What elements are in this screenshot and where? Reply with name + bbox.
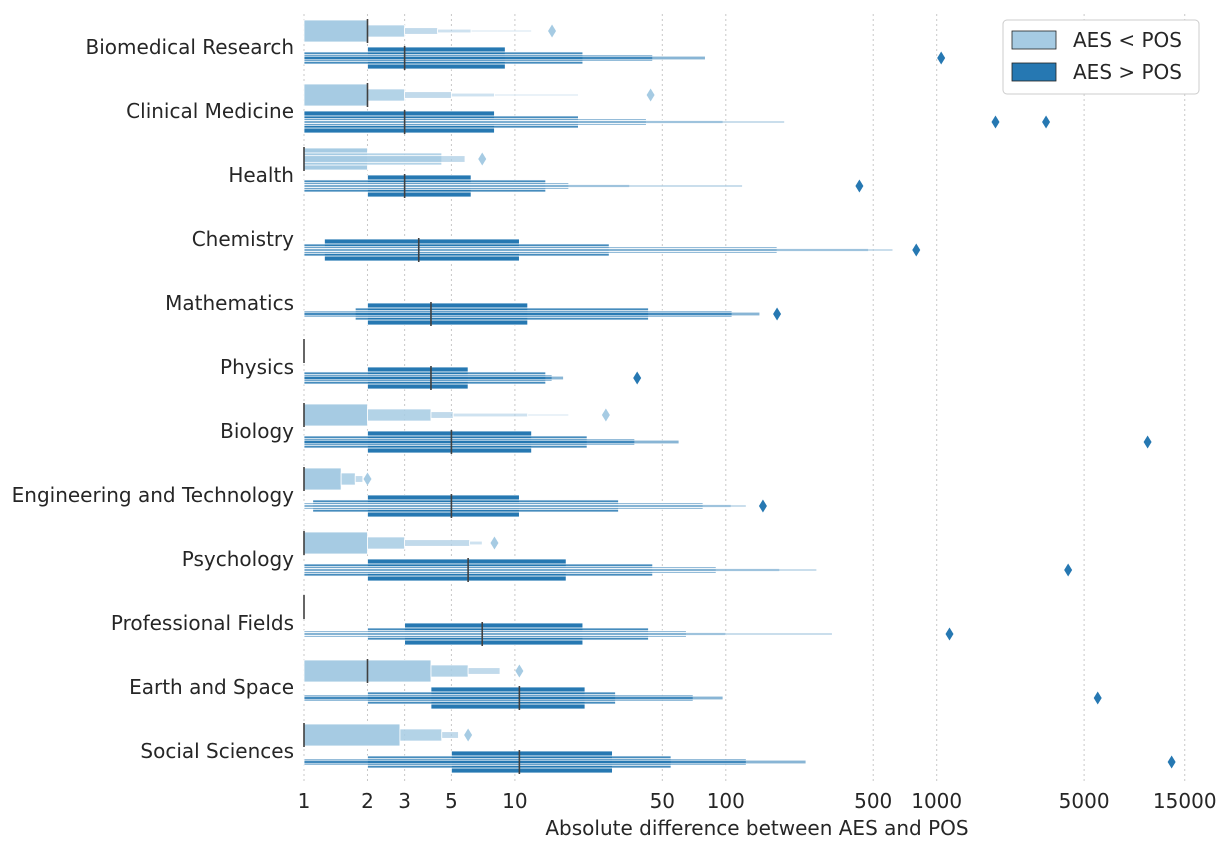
x-tick-label: 1000 — [911, 789, 962, 813]
x-axis-title: Absolute difference between AES and POS — [545, 816, 968, 840]
category-label: Social Sciences — [140, 739, 294, 763]
gridlines — [303, 14, 1186, 782]
category-label: Earth and Space — [129, 675, 294, 699]
category-label: Health — [228, 163, 294, 187]
lt-box-level-2 — [354, 475, 364, 483]
lt-box-level-0 — [303, 19, 368, 43]
lt-box-level-3 — [451, 92, 495, 98]
gt-box-level-3 — [303, 375, 564, 381]
gt-box-level-3 — [303, 439, 680, 445]
lt-box-level-0 — [303, 83, 368, 107]
lt-box-level-2 — [430, 411, 454, 419]
gt-outlier — [758, 499, 767, 513]
x-tick-label: 3 — [398, 789, 411, 813]
x-tick-label: 5 — [445, 789, 458, 813]
category-label: Physics — [220, 355, 294, 379]
category-label: Biology — [220, 419, 294, 443]
gt-outlier — [1167, 755, 1176, 769]
category-label: Chemistry — [192, 227, 294, 251]
gt-outlier — [1143, 435, 1152, 449]
category-label: Mathematics — [165, 291, 294, 315]
gt-box-level-3 — [303, 695, 724, 701]
lt-box-level-1 — [340, 472, 356, 486]
lt-box-level-4 — [494, 93, 579, 97]
gt-outlier — [1064, 563, 1073, 577]
lt-box-level-3 — [469, 540, 483, 546]
gt-outlier — [991, 115, 1000, 129]
x-tick-label: 50 — [650, 789, 675, 813]
lt-outlier — [548, 24, 557, 38]
lt-box-level-0 — [303, 467, 342, 491]
lt-outlier — [490, 536, 499, 550]
gt-box-level-4 — [303, 504, 747, 508]
gt-outlier — [773, 307, 782, 321]
gt-outlier — [937, 51, 946, 65]
gt-box-level-4 — [303, 568, 818, 572]
lt-box-level-4 — [470, 29, 532, 33]
legend-swatch — [1011, 62, 1057, 82]
x-tick-label: 2 — [361, 789, 374, 813]
lt-outlier — [464, 728, 473, 742]
category-labels: Biomedical Research Clinical Medicine Heal… — [12, 35, 295, 763]
lt-box-level-4 — [527, 413, 570, 417]
lt-box-level-1 — [367, 408, 432, 422]
lt-box-level-2 — [303, 155, 466, 163]
lt-box-level-0 — [303, 531, 368, 555]
x-tick-label: 100 — [707, 789, 745, 813]
lt-outlier — [363, 472, 372, 486]
x-tick-label: 5000 — [1059, 789, 1110, 813]
lt-box-level-2 — [404, 539, 471, 547]
lt-box-level-2 — [404, 27, 438, 35]
lt-box-level-3 — [437, 28, 472, 34]
gt-outlier — [1042, 115, 1051, 129]
gt-box-level-3 — [303, 55, 706, 61]
category-label: Psychology — [182, 547, 294, 571]
gt-box-level-4 — [303, 184, 743, 188]
lt-box-level-1 — [367, 536, 406, 550]
gt-outlier — [1093, 691, 1102, 705]
lt-outlier — [478, 152, 487, 166]
gt-box-level-3 — [303, 759, 807, 765]
x-axis: 1 2 3 5 10 50 100 500 1000 5000 15000 — [298, 789, 1217, 813]
category-label: Biomedical Research — [86, 35, 294, 59]
gt-box-level-4 — [303, 120, 785, 124]
x-tick-label: 1 — [298, 789, 311, 813]
boxen-marks — [303, 19, 1176, 774]
category-label: Clinical Medicine — [126, 99, 294, 123]
lt-box-level-1 — [399, 728, 443, 742]
lt-box-level-1 — [367, 88, 406, 102]
legend-swatch — [1011, 30, 1057, 50]
lt-box-level-2 — [404, 91, 452, 99]
lt-box-level-1 — [430, 664, 469, 678]
lt-outlier — [515, 664, 524, 678]
gt-box-level-3 — [303, 311, 761, 317]
lt-box-level-0 — [303, 403, 368, 427]
lt-outlier — [601, 408, 610, 422]
gt-outlier — [945, 627, 954, 641]
x-tick-label: 10 — [502, 789, 527, 813]
category-label: Professional Fields — [111, 611, 294, 635]
lt-outlier — [646, 88, 655, 102]
x-tick-label: 500 — [854, 789, 892, 813]
gt-outlier — [633, 371, 642, 385]
gt-outlier — [912, 243, 921, 257]
lt-box-level-0 — [303, 723, 401, 747]
legend-label: AES < POS — [1073, 28, 1182, 52]
lt-box-level-3 — [452, 412, 529, 418]
legend: AES < POS AES > POS — [1002, 19, 1200, 95]
gt-box-level-4 — [303, 632, 833, 636]
lt-box-level-1 — [367, 24, 406, 38]
lt-box-level-2 — [467, 667, 501, 675]
lt-box-level-2 — [441, 731, 459, 739]
gt-box-level-4 — [303, 248, 894, 252]
legend-label: AES > POS — [1073, 60, 1182, 84]
x-tick-label: 15000 — [1153, 789, 1217, 813]
gt-outlier — [855, 179, 864, 193]
category-label: Engineering and Technology — [12, 483, 295, 507]
